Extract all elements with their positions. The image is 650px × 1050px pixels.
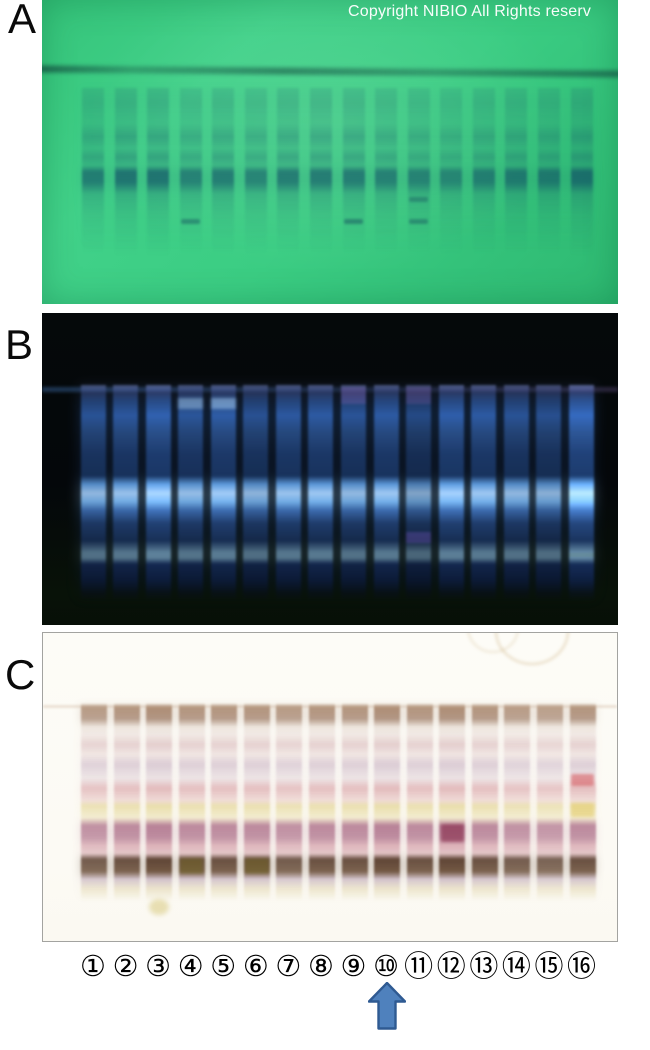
lane-4 [179,88,202,256]
lane-11 [406,385,432,601]
lane-number-10: ⑩ [373,949,400,983]
lane-6 [244,88,267,256]
lane-10 [374,703,401,901]
lane-7 [276,703,303,901]
lane-number-4: ④ [177,949,204,983]
plate-c-lanes [43,633,617,941]
lane-number-11: ⑪ [404,949,434,983]
panel-a-label: A [8,0,37,42]
lane-6 [243,385,269,601]
lane-5 [211,703,238,901]
lane-number-13: ⑬ [469,949,499,983]
lane-number-12: ⑫ [436,949,466,983]
lane-14 [505,88,528,256]
copyright-watermark: Copyright NIBIO All Rights reserv [348,3,592,20]
lane-2 [114,88,137,256]
lane-8 [309,88,332,256]
panel-c-label: C [5,651,36,698]
lane-1 [82,88,104,256]
tlc-plate-c-photo [42,632,618,942]
lane-15 [537,88,560,256]
lane-number-9: ⑨ [340,949,367,983]
lane-16 [569,703,596,901]
lane-3 [145,385,171,601]
lane-13 [471,385,497,601]
lane-14 [503,385,529,601]
lane-2 [113,385,139,601]
lane-16 [570,88,593,256]
lane-9 [341,703,368,901]
lane-1 [80,385,106,601]
lane-number-1: ① [80,949,106,983]
arrow-up-icon [368,982,406,1030]
lane-2 [113,703,140,901]
lane-4 [178,703,205,901]
lane-13 [472,88,495,256]
lane-16 [569,385,595,601]
lane-6 [243,703,270,901]
plate-b-lanes [42,313,618,625]
lane-9 [342,88,365,256]
lane-3 [146,703,173,901]
lane-11 [407,88,430,256]
panel-b-label: B [5,321,34,368]
lane-10 [375,88,398,256]
lane-12 [438,385,464,601]
lane-5 [210,385,236,601]
plate-a-lanes [42,0,618,304]
lane-number-3: ③ [145,949,172,983]
lane-number-15: ⑮ [534,949,564,983]
lane-number-7: ⑦ [275,949,302,983]
lane-11 [406,703,433,901]
tlc-plate-b-photo [42,313,618,625]
lane-5 [212,88,235,256]
lane-9 [341,385,367,601]
lane-12 [439,703,466,901]
lane-7 [277,88,300,256]
lane-14 [504,703,531,901]
lane-4 [178,385,204,601]
tlc-plate-a-photo: Copyright NIBIO All Rights reserv [42,0,618,304]
lane-1 [81,703,107,901]
lane-8 [308,703,335,901]
lane-8 [308,385,334,601]
lane-7 [275,385,301,601]
lane-number-8: ⑧ [307,949,334,983]
lane-number-2: ② [112,949,139,983]
lane-13 [471,703,498,901]
lane-number-6: ⑥ [242,949,269,983]
lane-3 [147,88,170,256]
lane-number-5: ⑤ [210,949,237,983]
lane-15 [536,703,563,901]
lane-number-16: ⑯ [567,949,597,983]
lane-12 [440,88,463,256]
lane-number-14: ⑭ [501,949,531,983]
lane-10 [373,385,399,601]
lane-15 [536,385,562,601]
